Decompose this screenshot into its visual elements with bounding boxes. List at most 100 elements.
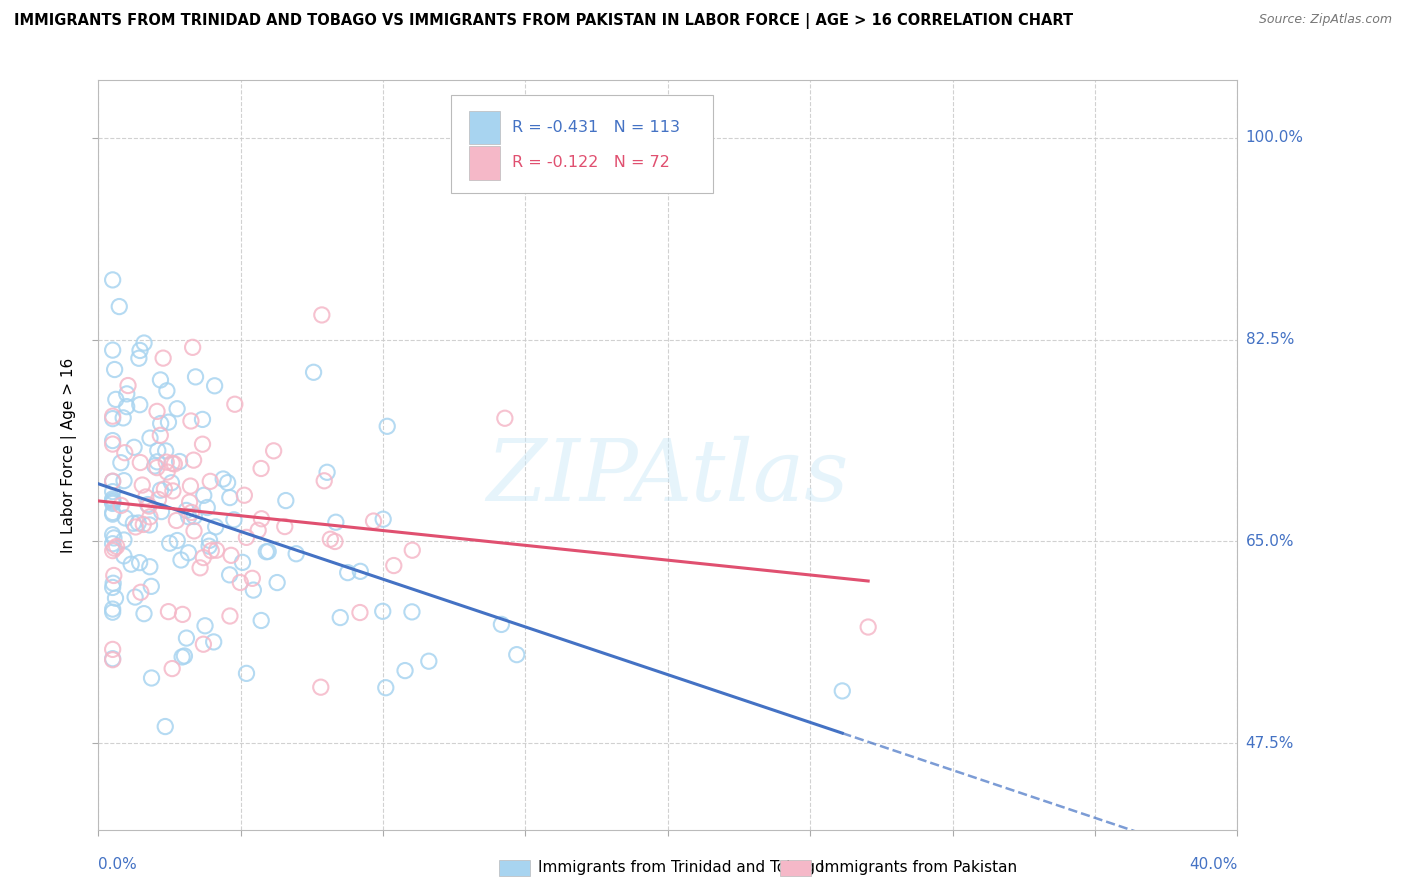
Point bbox=[132, 607, 155, 621]
Point bbox=[506, 648, 529, 662]
Point bbox=[374, 681, 396, 695]
Point bbox=[129, 456, 152, 470]
Point bbox=[103, 531, 125, 545]
Point bbox=[141, 579, 163, 593]
Point bbox=[101, 651, 124, 665]
Point bbox=[101, 493, 124, 508]
Point bbox=[375, 419, 398, 434]
Point bbox=[204, 520, 226, 534]
Point bbox=[274, 519, 297, 533]
Bar bbox=[468, 111, 501, 145]
Point bbox=[188, 561, 211, 575]
Point bbox=[149, 373, 172, 387]
Point bbox=[101, 527, 124, 541]
Point bbox=[316, 465, 339, 479]
Point bbox=[202, 635, 225, 649]
Point bbox=[101, 475, 124, 489]
Point bbox=[193, 637, 215, 651]
Point bbox=[319, 533, 342, 547]
Point bbox=[101, 434, 124, 448]
Point bbox=[150, 505, 173, 519]
Point bbox=[110, 456, 132, 470]
Point bbox=[204, 379, 226, 393]
Point bbox=[138, 518, 160, 533]
Point bbox=[136, 498, 159, 512]
Point bbox=[157, 605, 180, 619]
Point bbox=[224, 397, 246, 411]
Point bbox=[139, 431, 162, 445]
Point bbox=[103, 568, 125, 582]
Point bbox=[254, 545, 277, 559]
Point bbox=[101, 437, 124, 451]
Point bbox=[183, 524, 205, 538]
Point bbox=[163, 457, 186, 471]
Point bbox=[193, 488, 215, 502]
Text: Immigrants from Trinidad and Tobago: Immigrants from Trinidad and Tobago bbox=[538, 861, 825, 875]
Point bbox=[131, 478, 153, 492]
Point bbox=[146, 404, 169, 418]
Point bbox=[217, 475, 239, 490]
Point bbox=[177, 509, 200, 524]
Text: R = -0.122   N = 72: R = -0.122 N = 72 bbox=[512, 155, 669, 170]
Point bbox=[172, 649, 194, 664]
FancyBboxPatch shape bbox=[451, 95, 713, 193]
Point bbox=[129, 343, 152, 358]
Point bbox=[115, 400, 138, 414]
Point bbox=[183, 453, 205, 467]
Point bbox=[180, 414, 202, 428]
Point bbox=[124, 520, 146, 534]
Point bbox=[179, 495, 201, 509]
Point bbox=[831, 684, 853, 698]
Point bbox=[114, 511, 136, 525]
Point bbox=[170, 553, 193, 567]
Point bbox=[129, 585, 152, 599]
Point bbox=[250, 461, 273, 475]
Point bbox=[101, 495, 124, 509]
Point bbox=[401, 543, 423, 558]
Point bbox=[146, 443, 169, 458]
Point bbox=[250, 512, 273, 526]
Point bbox=[222, 513, 245, 527]
Point bbox=[160, 456, 183, 470]
Point bbox=[101, 653, 124, 667]
Text: 0.0%: 0.0% bbox=[98, 857, 138, 872]
Point bbox=[200, 475, 222, 489]
Point bbox=[373, 512, 395, 526]
Point bbox=[101, 507, 124, 521]
Point bbox=[101, 576, 124, 591]
Point bbox=[349, 606, 371, 620]
Point bbox=[155, 720, 177, 734]
Point bbox=[101, 409, 124, 424]
Point bbox=[152, 351, 174, 365]
Point bbox=[191, 412, 214, 426]
Point bbox=[194, 619, 217, 633]
Point bbox=[323, 534, 346, 549]
Bar bbox=[468, 145, 501, 179]
Point bbox=[120, 557, 142, 571]
Point bbox=[132, 517, 155, 532]
Point bbox=[155, 455, 177, 469]
Point bbox=[263, 443, 285, 458]
Point bbox=[173, 648, 195, 663]
Point bbox=[101, 642, 124, 657]
Point bbox=[128, 351, 150, 366]
Point bbox=[149, 483, 172, 498]
Point bbox=[114, 445, 136, 459]
Point bbox=[177, 546, 200, 560]
Point bbox=[240, 571, 263, 585]
Point bbox=[112, 410, 135, 425]
Point bbox=[124, 590, 146, 604]
Point bbox=[181, 340, 204, 354]
Point bbox=[198, 533, 221, 548]
Text: Source: ZipAtlas.com: Source: ZipAtlas.com bbox=[1258, 13, 1392, 27]
Point bbox=[117, 378, 139, 392]
Point bbox=[122, 440, 145, 454]
Point bbox=[146, 455, 169, 469]
Point bbox=[162, 483, 184, 498]
Text: 100.0%: 100.0% bbox=[1246, 130, 1303, 145]
Point bbox=[179, 479, 201, 493]
Point bbox=[176, 631, 198, 645]
Text: R = -0.431   N = 113: R = -0.431 N = 113 bbox=[512, 120, 681, 135]
Point bbox=[247, 523, 270, 537]
Point bbox=[122, 516, 145, 531]
